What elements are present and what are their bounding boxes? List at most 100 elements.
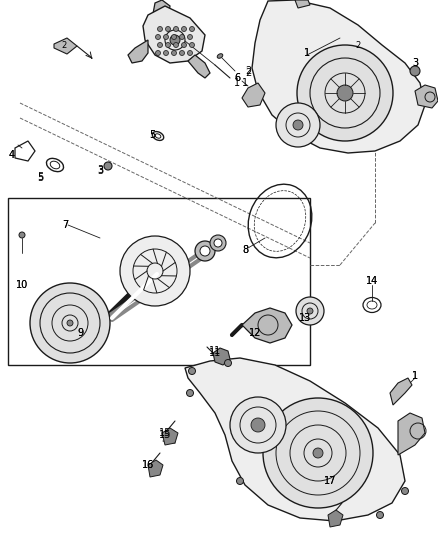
- Text: 3: 3: [97, 166, 103, 176]
- Text: 9: 9: [77, 328, 83, 338]
- Circle shape: [293, 120, 303, 130]
- Circle shape: [276, 103, 320, 147]
- Text: 5: 5: [37, 173, 43, 183]
- Text: 10: 10: [16, 280, 28, 290]
- Circle shape: [225, 359, 232, 367]
- Text: 16: 16: [142, 460, 154, 470]
- Text: 8: 8: [242, 245, 248, 255]
- Polygon shape: [390, 378, 412, 405]
- Circle shape: [296, 297, 324, 325]
- Circle shape: [410, 66, 420, 76]
- Ellipse shape: [217, 54, 223, 58]
- Text: 7: 7: [62, 220, 68, 230]
- Text: 1: 1: [234, 78, 240, 88]
- Circle shape: [104, 162, 112, 170]
- Text: 2: 2: [245, 66, 251, 76]
- Circle shape: [190, 27, 194, 31]
- Circle shape: [230, 397, 286, 453]
- Text: 6: 6: [234, 73, 240, 83]
- Circle shape: [187, 35, 192, 39]
- Circle shape: [172, 35, 177, 39]
- Circle shape: [297, 45, 393, 141]
- Circle shape: [163, 35, 169, 39]
- Text: 5: 5: [37, 172, 43, 182]
- Text: 12: 12: [249, 328, 261, 338]
- Circle shape: [19, 232, 25, 238]
- Circle shape: [307, 308, 313, 314]
- Text: 1: 1: [412, 371, 418, 381]
- Text: 14: 14: [366, 276, 378, 286]
- Polygon shape: [185, 358, 405, 521]
- Circle shape: [172, 51, 177, 55]
- Polygon shape: [252, 0, 425, 153]
- Text: 16: 16: [142, 460, 154, 470]
- Circle shape: [158, 43, 162, 47]
- Text: 9: 9: [77, 328, 83, 338]
- Text: 3: 3: [412, 58, 418, 68]
- Circle shape: [180, 35, 184, 39]
- Circle shape: [195, 241, 215, 261]
- Text: 1: 1: [304, 48, 310, 58]
- Text: 2: 2: [355, 42, 360, 51]
- Circle shape: [155, 51, 160, 55]
- Text: 1: 1: [412, 371, 418, 381]
- Circle shape: [181, 27, 187, 31]
- Text: 17: 17: [324, 476, 336, 486]
- Text: 11: 11: [209, 346, 221, 356]
- Polygon shape: [188, 55, 210, 78]
- Text: 6: 6: [234, 73, 240, 83]
- Polygon shape: [213, 348, 230, 365]
- Circle shape: [188, 367, 195, 375]
- Polygon shape: [295, 0, 310, 8]
- Text: 13: 13: [299, 313, 311, 323]
- Circle shape: [170, 35, 180, 45]
- Circle shape: [163, 51, 169, 55]
- Circle shape: [377, 512, 384, 519]
- Circle shape: [313, 448, 323, 458]
- Polygon shape: [242, 83, 265, 107]
- Polygon shape: [242, 308, 292, 343]
- Circle shape: [173, 27, 179, 31]
- Text: 13: 13: [299, 313, 311, 323]
- Polygon shape: [415, 85, 438, 108]
- Text: 4: 4: [9, 150, 15, 160]
- Text: 4: 4: [9, 150, 15, 160]
- Polygon shape: [328, 510, 343, 527]
- Circle shape: [155, 35, 160, 39]
- Text: 7: 7: [62, 220, 68, 230]
- Circle shape: [210, 235, 226, 251]
- Circle shape: [158, 27, 162, 31]
- Bar: [8, 198, 310, 365]
- Polygon shape: [398, 413, 425, 455]
- Circle shape: [263, 398, 373, 508]
- Polygon shape: [143, 6, 205, 63]
- Text: 14: 14: [366, 276, 378, 286]
- Circle shape: [200, 246, 210, 256]
- Text: 1: 1: [304, 48, 310, 58]
- Text: 5: 5: [149, 130, 155, 140]
- Text: 11: 11: [209, 348, 221, 358]
- Circle shape: [181, 43, 187, 47]
- Text: 15: 15: [159, 430, 171, 440]
- Polygon shape: [152, 0, 170, 23]
- Text: 3: 3: [97, 165, 103, 175]
- Circle shape: [251, 418, 265, 432]
- Circle shape: [166, 43, 170, 47]
- Text: 15: 15: [159, 428, 171, 438]
- Polygon shape: [128, 40, 148, 63]
- Circle shape: [187, 390, 194, 397]
- Circle shape: [120, 236, 190, 306]
- Text: 2: 2: [61, 42, 67, 51]
- Circle shape: [173, 43, 179, 47]
- Polygon shape: [162, 428, 178, 445]
- Circle shape: [214, 239, 222, 247]
- Circle shape: [402, 488, 409, 495]
- Circle shape: [166, 27, 170, 31]
- Circle shape: [237, 478, 244, 484]
- Circle shape: [337, 85, 353, 101]
- Text: 5: 5: [149, 130, 155, 140]
- Polygon shape: [148, 460, 163, 477]
- Text: 17: 17: [324, 476, 336, 486]
- Polygon shape: [54, 38, 77, 54]
- Text: 1: 1: [242, 78, 248, 88]
